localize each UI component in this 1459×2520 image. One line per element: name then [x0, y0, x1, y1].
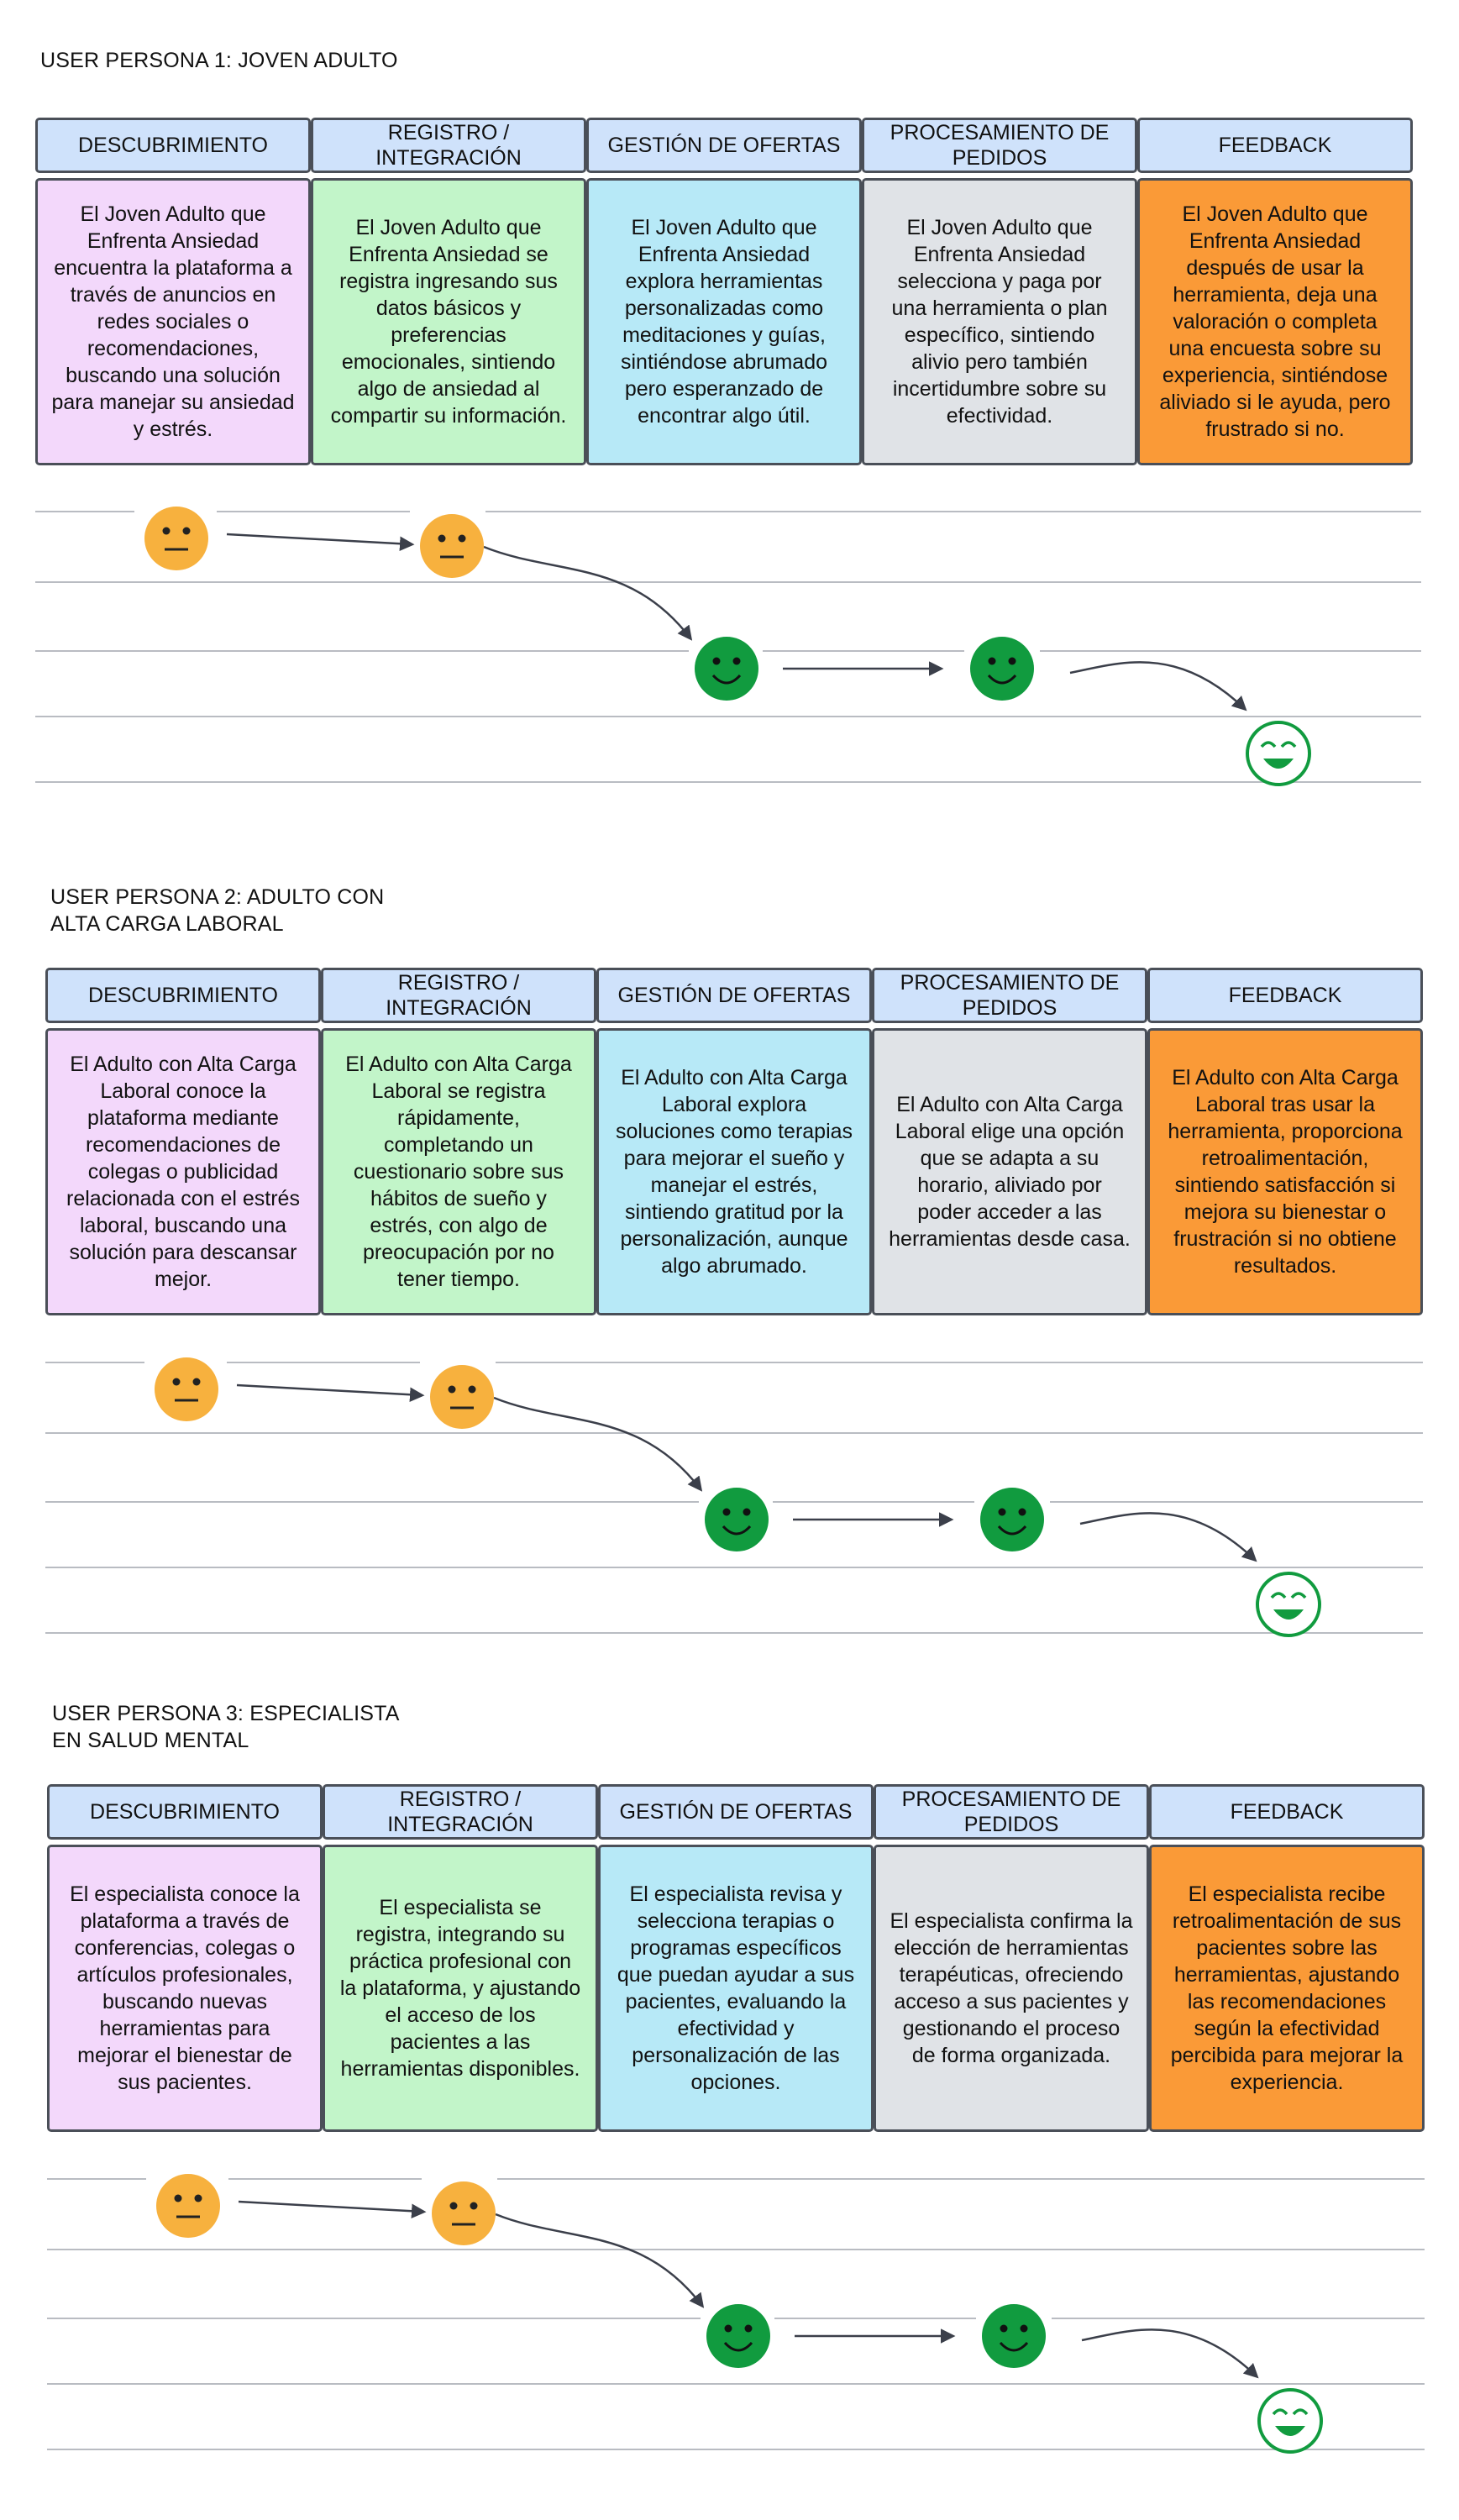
- stage-card-registration: El Adulto con Alta Carga Laboral se regi…: [321, 1028, 596, 1315]
- very-happy-face-icon: [1246, 721, 1311, 786]
- happy-face-icon: [705, 1488, 769, 1551]
- stage-card-orders: El especialista confirma la elección de …: [874, 1845, 1149, 2132]
- transition-arrow-4: [1069, 661, 1247, 711]
- happy-face-icon: [706, 2304, 770, 2368]
- stage-header-registration: REGISTRO / INTEGRACIÓN: [323, 1784, 598, 1840]
- persona-title: USER PERSONA 2: ADULTO CON ALTA CARGA LA…: [50, 885, 385, 936]
- stage-header-registration: REGISTRO / INTEGRACIÓN: [311, 118, 586, 173]
- emotion-journey-chart: [47, 2174, 1425, 2454]
- neutral-face-icon: [420, 514, 484, 578]
- emotion-journey-chart: [45, 1357, 1423, 1637]
- transition-arrow-1: [238, 2200, 427, 2218]
- emotion-grid-lines: [45, 1362, 1423, 1634]
- emotion-grid-lines: [35, 511, 1421, 783]
- stage-card-offers: El especialista revisa y selecciona tera…: [598, 1845, 874, 2132]
- stage-card-discovery: El Adulto con Alta Carga Laboral conoce …: [45, 1028, 321, 1315]
- transition-arrow-1: [226, 533, 415, 551]
- stage-card-discovery: El especialista conoce la plataforma a t…: [47, 1845, 323, 2132]
- stage-card-registration: El especialista se registra, integrando …: [323, 1845, 598, 2132]
- stage-header-feedback: FEEDBACK: [1137, 118, 1413, 173]
- transition-arrow-4: [1081, 2328, 1259, 2379]
- persona-title: USER PERSONA 3: ESPECIALISTA EN SALUD ME…: [52, 1702, 400, 1752]
- stage-card-discovery: El Joven Adulto que Enfrenta Ansiedad en…: [35, 178, 311, 465]
- emotion-journey-chart: [35, 507, 1421, 786]
- happy-face-icon: [970, 637, 1034, 701]
- stage-header-feedback: FEEDBACK: [1149, 1784, 1425, 1840]
- neutral-face-icon: [144, 507, 208, 570]
- very-happy-face-icon: [1256, 1572, 1321, 1637]
- very-happy-face-icon: [1257, 2388, 1323, 2454]
- transition-arrow-1: [236, 1383, 425, 1402]
- stage-header-offers: GESTIÓN DE OFERTAS: [586, 118, 862, 173]
- stage-card-orders: El Adulto con Alta Carga Laboral elige u…: [872, 1028, 1147, 1315]
- happy-face-icon: [982, 2304, 1046, 2368]
- persona-title: USER PERSONA 1: JOVEN ADULTO: [40, 49, 398, 72]
- transition-arrow-4: [1079, 1512, 1257, 1562]
- stage-header-discovery: DESCUBRIMIENTO: [45, 968, 321, 1023]
- stage-card-feedback: El Joven Adulto que Enfrenta Ansiedad de…: [1137, 178, 1413, 465]
- stage-card-offers: El Adulto con Alta Carga Laboral explora…: [596, 1028, 872, 1315]
- emotion-grid-lines: [47, 2178, 1425, 2450]
- transition-arrow-2: [493, 1396, 703, 1492]
- stage-header-offers: GESTIÓN DE OFERTAS: [598, 1784, 874, 1840]
- stage-header-orders: PROCESAMIENTO DE PEDIDOS: [862, 118, 1137, 173]
- happy-face-icon: [695, 637, 758, 701]
- stage-header-feedback: FEEDBACK: [1147, 968, 1423, 1023]
- stage-card-registration: El Joven Adulto que Enfrenta Ansiedad se…: [311, 178, 586, 465]
- transition-arrow-2: [483, 545, 693, 641]
- stage-card-orders: El Joven Adulto que Enfrenta Ansiedad se…: [862, 178, 1137, 465]
- neutral-face-icon: [432, 2181, 496, 2245]
- stage-header-offers: GESTIÓN DE OFERTAS: [596, 968, 872, 1023]
- neutral-face-icon: [430, 1365, 494, 1429]
- happy-face-icon: [980, 1488, 1044, 1551]
- transition-arrow-2: [495, 2213, 705, 2308]
- stage-header-registration: REGISTRO / INTEGRACIÓN: [321, 968, 596, 1023]
- stage-card-feedback: El Adulto con Alta Carga Laboral tras us…: [1147, 1028, 1423, 1315]
- neutral-face-icon: [155, 1357, 218, 1421]
- stage-header-discovery: DESCUBRIMIENTO: [47, 1784, 323, 1840]
- stage-header-orders: PROCESAMIENTO DE PEDIDOS: [872, 968, 1147, 1023]
- stage-header-discovery: DESCUBRIMIENTO: [35, 118, 311, 173]
- stage-header-orders: PROCESAMIENTO DE PEDIDOS: [874, 1784, 1149, 1840]
- stage-card-offers: El Joven Adulto que Enfrenta Ansiedad ex…: [586, 178, 862, 465]
- stage-card-feedback: El especialista recibe retroalimentación…: [1149, 1845, 1425, 2132]
- neutral-face-icon: [156, 2174, 220, 2238]
